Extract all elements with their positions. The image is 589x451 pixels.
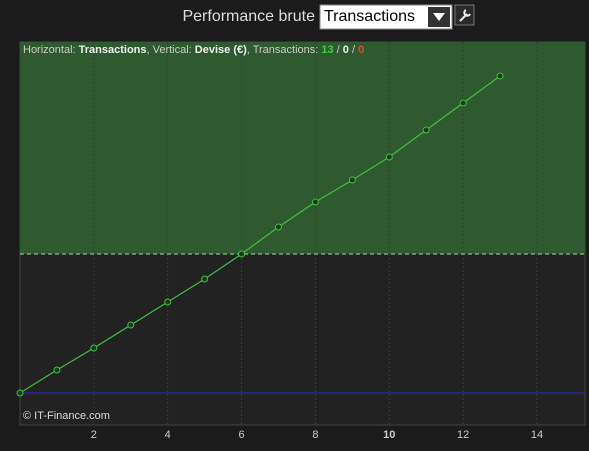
point <box>348 176 356 184</box>
dropdown-arrow <box>433 13 445 21</box>
point <box>496 72 504 80</box>
x-tick-label: 8 <box>312 429 318 441</box>
x-tick-label: 12 <box>457 429 469 441</box>
select-value[interactable]: Transactions <box>324 8 415 25</box>
point <box>311 198 319 206</box>
info: Horizontal: Transactions, Vertical: Devi… <box>23 44 364 56</box>
point <box>164 298 172 306</box>
info-text: / <box>334 44 343 56</box>
profit-region <box>20 42 585 254</box>
losses: 0 <box>358 44 364 56</box>
info-text: , Transactions: <box>247 44 322 56</box>
wrench-icon <box>459 9 471 22</box>
point <box>16 389 24 397</box>
point <box>274 223 282 231</box>
x-tick-label: 14 <box>531 429 543 441</box>
even: 0 <box>343 44 349 56</box>
point <box>127 321 135 329</box>
x-tick-label: 2 <box>91 429 97 441</box>
point <box>201 275 209 283</box>
info-text: Devise (€) <box>195 44 247 56</box>
credit: © IT-Finance.com <box>23 410 110 422</box>
title: Performance brute <box>182 8 315 25</box>
point <box>422 126 430 134</box>
point <box>238 250 246 258</box>
point <box>459 99 467 107</box>
point <box>90 344 98 352</box>
info-text: , Vertical: <box>147 44 195 56</box>
series-line <box>19 75 501 394</box>
x-tick-label: 6 <box>239 429 245 441</box>
info-text: / <box>349 44 358 56</box>
x-tick-label: 4 <box>165 429 171 441</box>
point <box>385 153 393 161</box>
point <box>53 366 61 374</box>
wins: 13 <box>321 44 333 56</box>
info-text: Horizontal: <box>23 44 79 56</box>
info-text: Transactions <box>79 44 147 56</box>
x-tick-label: 10 <box>383 429 395 441</box>
